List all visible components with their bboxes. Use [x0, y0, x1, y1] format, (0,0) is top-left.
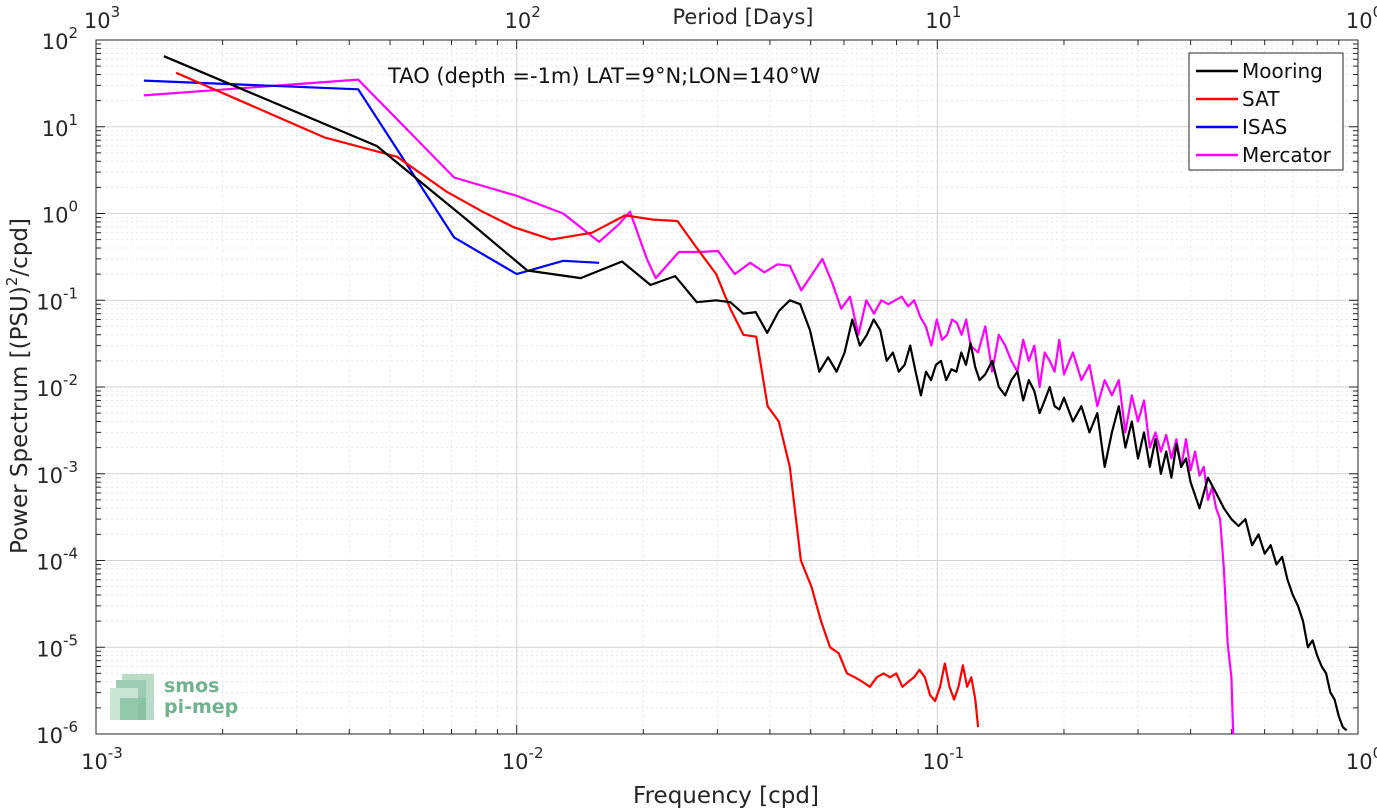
y-tick-label: 10-2	[36, 371, 78, 401]
y-tick-label-base: 10	[42, 204, 69, 228]
tick-marks	[95, 39, 1359, 735]
x-tick-label-base: 10	[502, 750, 529, 774]
series-line-mercator	[143, 78, 1235, 735]
y-tick-label-exp: -5	[63, 631, 78, 649]
chart-annotation: TAO (depth =-1m) LAT=9°N;LON=140°W	[387, 64, 821, 88]
series-layer	[143, 55, 1348, 735]
tick-labels: 10-310-210-110010310210110010-610-510-41…	[36, 3, 1377, 774]
y-tick-label-exp: -2	[63, 371, 78, 389]
x2-tick-label: 101	[925, 3, 961, 33]
y-tick-label-base: 10	[36, 377, 63, 401]
y-tick-label: 10-5	[36, 631, 78, 661]
y-tick-label: 10-1	[36, 284, 78, 314]
y-tick-label-base: 10	[36, 464, 63, 488]
x2-tick-label-exp: 0	[1373, 3, 1377, 21]
x2-tick-label: 103	[84, 3, 120, 33]
smos-pi-mep-logo: smos pi-mep	[110, 674, 238, 720]
top-axis-label: Period [Days]	[673, 5, 814, 29]
x-tick-label-base: 10	[81, 750, 108, 774]
legend-label-mooring: Mooring	[1242, 59, 1323, 83]
y-tick-label-base: 10	[42, 117, 69, 141]
y-tick-label-base: 10	[36, 637, 63, 661]
y-tick-label-exp: -4	[63, 545, 78, 563]
x-tick-label-exp: -3	[108, 744, 123, 762]
logo-text-smos: smos	[164, 675, 219, 697]
x-tick-label: 10-2	[502, 744, 544, 774]
y-tick-label: 100	[42, 198, 78, 228]
y-tick-label-exp: -3	[63, 458, 78, 476]
y-tick-label-exp: -6	[63, 718, 78, 736]
y-tick-label: 102	[42, 24, 78, 54]
logo-text-pi-mep: pi-mep	[164, 696, 238, 718]
x-axis-label: Frequency [cpd]	[633, 783, 819, 809]
x2-tick-label: 100	[1346, 3, 1377, 33]
y-tick-label-base: 10	[36, 724, 63, 748]
y-tick-label-exp: -1	[63, 284, 78, 302]
y-axis-label-tail: /cpd]	[7, 218, 33, 277]
logo-mark-icon	[110, 674, 154, 720]
x2-tick-label-base: 10	[505, 9, 532, 33]
y-tick-label: 10-6	[36, 718, 78, 748]
x2-tick-label-exp: 3	[111, 3, 121, 21]
series-line-sat	[175, 71, 980, 728]
x-tick-label: 10-3	[81, 744, 123, 774]
y-tick-label: 10-4	[36, 545, 78, 575]
x-tick-label: 10-1	[922, 744, 964, 774]
x-tick-label-exp: -1	[949, 744, 964, 762]
x-tick-label-base: 10	[1346, 750, 1373, 774]
x2-tick-label: 102	[505, 3, 541, 33]
x-tick-label-exp: 0	[1373, 744, 1377, 762]
y-tick-label-exp: 2	[68, 24, 78, 42]
x2-tick-label-exp: 1	[952, 3, 962, 21]
y-tick-label-exp: 0	[68, 198, 78, 216]
x2-tick-label-exp: 2	[531, 3, 541, 21]
legend-box	[1188, 52, 1344, 171]
y-tick-label-exp: 1	[68, 111, 78, 129]
y-tick-label: 10-3	[36, 458, 78, 488]
x2-tick-label-base: 10	[925, 9, 952, 33]
y-axis-label-main: Power Spectrum [(PSU)	[7, 286, 33, 554]
legend-label-sat: SAT	[1242, 87, 1280, 111]
x-tick-label: 100	[1346, 744, 1377, 774]
y-tick-label-base: 10	[36, 290, 63, 314]
legend-label-mercator: Mercator	[1242, 143, 1332, 167]
legend-label-isas: ISAS	[1242, 115, 1287, 139]
x2-tick-label-base: 10	[84, 9, 111, 33]
series-line-mooring	[163, 55, 1348, 732]
series-line-isas	[143, 79, 600, 276]
y-tick-label: 101	[42, 111, 78, 141]
y-tick-label-base: 10	[36, 551, 63, 575]
x-tick-label-base: 10	[922, 750, 949, 774]
y-axis-label-sup: 2	[3, 277, 21, 287]
y-tick-label-base: 10	[42, 30, 69, 54]
legend: Mooring SAT ISAS Mercator	[1188, 52, 1344, 171]
y-axis-label: Power Spectrum [(PSU)2/cpd]	[3, 218, 33, 554]
x2-tick-label-base: 10	[1346, 9, 1373, 33]
x-tick-label-exp: -2	[529, 744, 544, 762]
